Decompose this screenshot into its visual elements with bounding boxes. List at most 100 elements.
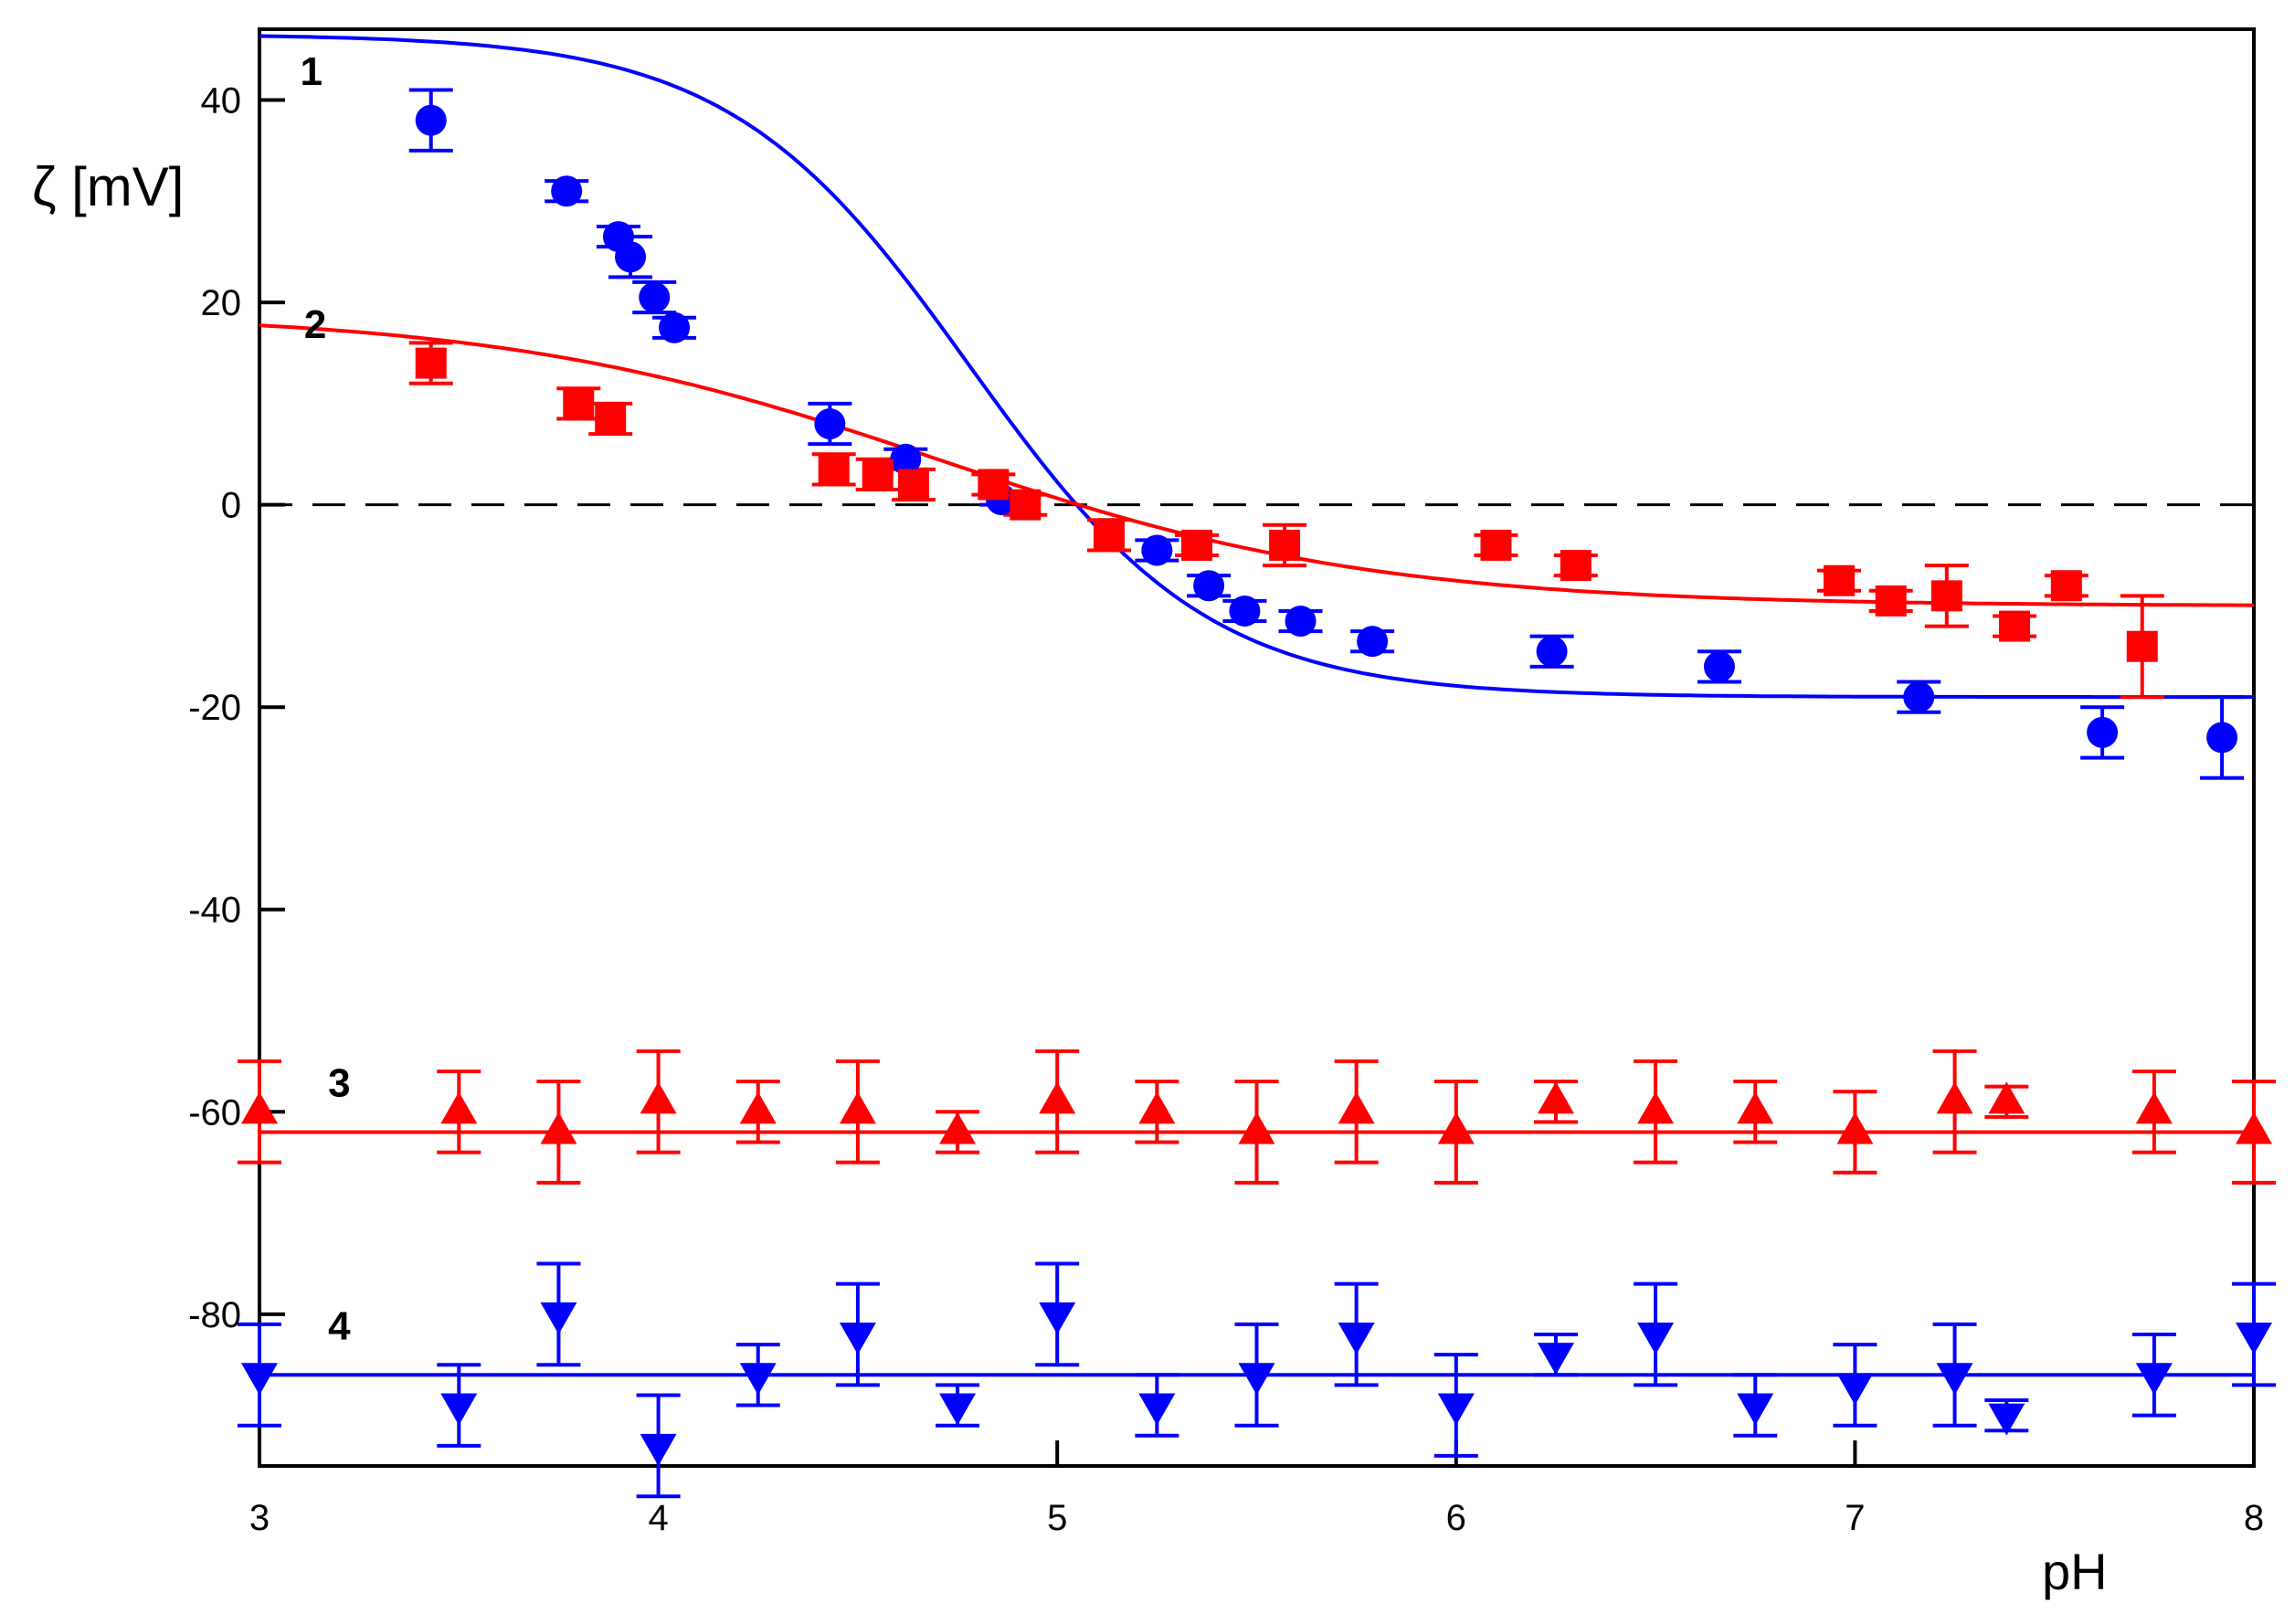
- y-tick-label: 40: [201, 81, 242, 121]
- data-point-series-4: [2135, 1363, 2173, 1396]
- data-point-series-3: [1039, 1081, 1076, 1114]
- data-point-series-3: [1138, 1091, 1176, 1124]
- data-point-series-1: [1536, 636, 1568, 668]
- y-tick-label: -40: [188, 891, 241, 931]
- plot-frame: [258, 27, 2256, 1468]
- y-tick-label: -20: [188, 688, 241, 728]
- data-point-series-2: [1930, 580, 1962, 612]
- data-point-series-3: [1737, 1091, 1774, 1124]
- series-label-3: 3: [328, 1061, 350, 1106]
- data-point-series-1: [639, 281, 671, 313]
- series-label-4: 4: [328, 1304, 351, 1349]
- data-point-series-4: [1437, 1393, 1475, 1426]
- data-point-series-2: [898, 469, 930, 501]
- x-axis-label: pH: [2042, 1543, 2108, 1600]
- data-point-series-2: [1010, 489, 1042, 521]
- fit-curve-series-2: [259, 323, 2254, 607]
- data-point-series-4: [1988, 1403, 2025, 1436]
- data-point-series-3: [1537, 1081, 1574, 1114]
- data-point-series-2: [1480, 529, 1512, 561]
- data-point-series-4: [2236, 1322, 2272, 1355]
- data-point-series-3: [1437, 1112, 1475, 1144]
- x-tick-label: 7: [1845, 1498, 1865, 1538]
- data-point-series-1: [890, 443, 922, 475]
- data-point-series-1: [2087, 716, 2119, 748]
- data-point-series-3: [440, 1091, 478, 1124]
- data-point-series-2: [1823, 564, 1855, 596]
- y-tick-label: 20: [201, 283, 242, 323]
- data-point-series-4: [1138, 1393, 1176, 1426]
- data-point-series-2: [2126, 630, 2158, 662]
- data-point-series-4: [1836, 1373, 1874, 1406]
- data-point-series-1: [1141, 534, 1173, 566]
- data-point-series-3: [1988, 1081, 2025, 1114]
- data-point-series-2: [563, 387, 595, 419]
- data-point-series-2: [862, 459, 894, 490]
- data-point-series-3: [640, 1081, 677, 1114]
- data-point-series-3: [1836, 1112, 1874, 1144]
- y-tick-label: -80: [188, 1295, 241, 1335]
- data-point-series-1: [1285, 606, 1317, 638]
- text-labels: 40 20 0 -20 -40 -60 -80 3 4 5 6 7 8 ζ [mV] pH 1 2 3 4: [32, 49, 2264, 1600]
- data-point-series-3: [839, 1091, 876, 1124]
- data-point-series-1: [615, 241, 647, 273]
- data-point-series-3: [1338, 1091, 1375, 1124]
- data-point-series-4: [1936, 1363, 1973, 1396]
- data-point-series-4: [939, 1393, 977, 1426]
- data-point-series-3: [241, 1091, 278, 1124]
- data-point-series-4: [1338, 1322, 1375, 1355]
- x-tick-label: 4: [648, 1498, 668, 1538]
- data-point-series-4: [241, 1363, 278, 1396]
- data-point-series-1: [1703, 650, 1735, 682]
- data-point-series-2: [2050, 570, 2082, 602]
- data-point-series-1: [659, 311, 691, 343]
- data-point-series-3: [540, 1112, 577, 1144]
- data-point-series-1: [1903, 681, 1935, 713]
- data-point-series-2: [1560, 550, 1592, 582]
- data-point-series-4: [839, 1322, 876, 1355]
- data-point-series-4: [1737, 1393, 1774, 1426]
- data-point-series-1: [1229, 595, 1261, 627]
- data-point-series-1: [814, 408, 846, 440]
- data-point-series-4: [1637, 1322, 1675, 1355]
- data-point-series-4: [1039, 1302, 1076, 1334]
- data-point-series-3: [739, 1091, 777, 1124]
- data-point-series-2: [818, 453, 850, 485]
- data-point-series-1: [1193, 570, 1225, 602]
- data-point-series-4: [739, 1363, 777, 1396]
- data-point-series-1: [2206, 722, 2238, 754]
- data-point-series-2: [1181, 529, 1213, 561]
- data-point-series-3: [2236, 1112, 2272, 1144]
- data-point-series-4: [1238, 1363, 1275, 1396]
- data-point-series-3: [2135, 1091, 2173, 1124]
- data-point-series-2: [1999, 610, 2031, 642]
- data-point-series-2: [1875, 585, 1907, 617]
- data-point-series-3: [1936, 1081, 1973, 1114]
- data-point-series-2: [1269, 529, 1301, 561]
- data-point-series-4: [1537, 1343, 1574, 1376]
- x-tick-label: 6: [1446, 1498, 1466, 1538]
- data-markers: [241, 104, 2272, 1466]
- data-point-series-2: [595, 403, 627, 435]
- data-point-series-1: [415, 104, 447, 136]
- data-point-series-4: [540, 1302, 577, 1334]
- error-bars: [238, 88, 2276, 1499]
- y-tick-label: -60: [188, 1092, 241, 1133]
- series-label-1: 1: [301, 49, 323, 94]
- data-point-series-1: [1357, 626, 1389, 658]
- data-point-series-2: [1093, 519, 1125, 551]
- axis-ticks: [258, 98, 2256, 1466]
- data-point-series-3: [1238, 1112, 1275, 1144]
- x-tick-label: 3: [249, 1498, 270, 1538]
- series-label-2: 2: [304, 302, 326, 347]
- data-point-series-2: [978, 469, 1010, 501]
- x-tick-label: 8: [2244, 1498, 2264, 1538]
- data-point-series-3: [1637, 1091, 1675, 1124]
- data-point-series-3: [939, 1112, 977, 1144]
- data-point-series-4: [640, 1433, 677, 1466]
- data-point-series-1: [551, 175, 583, 207]
- data-point-series-2: [415, 347, 447, 379]
- x-tick-label: 5: [1047, 1498, 1067, 1538]
- data-point-series-4: [440, 1393, 478, 1426]
